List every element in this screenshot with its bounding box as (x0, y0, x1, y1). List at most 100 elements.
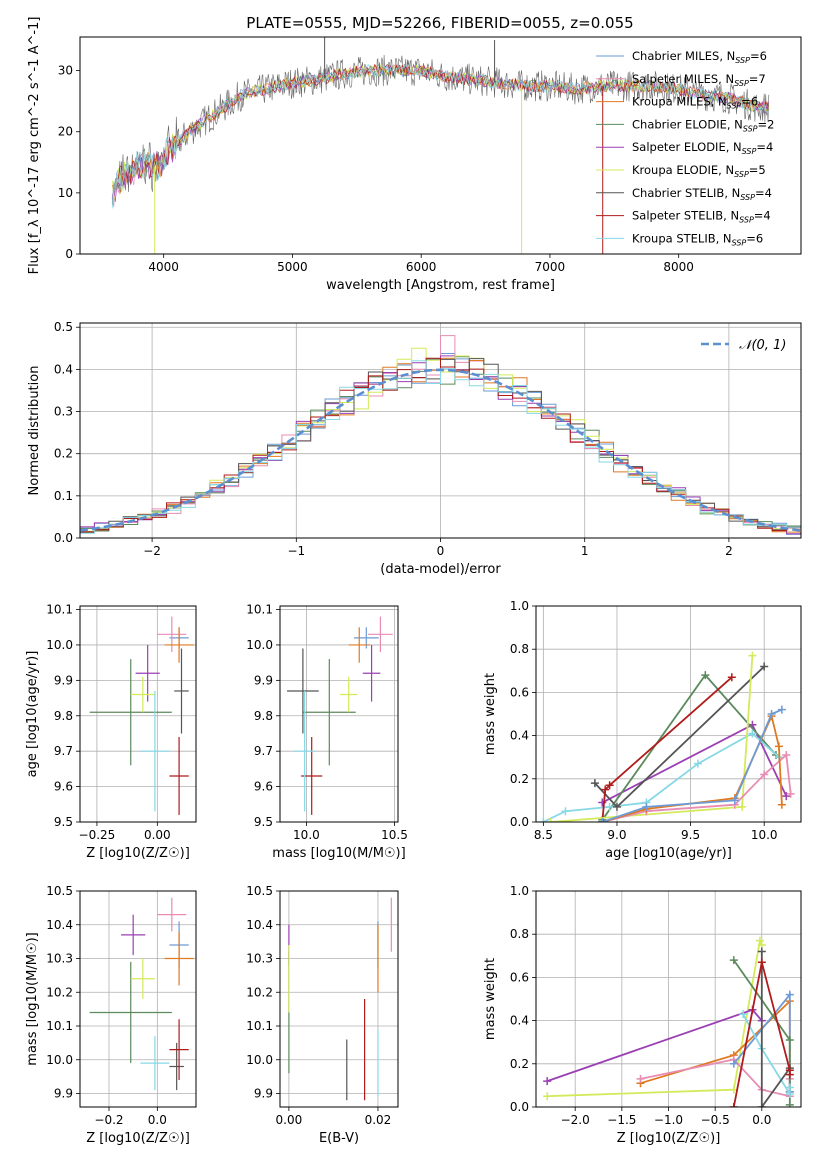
x-axis-label: wavelength [Angstrom, rest frame] (326, 278, 555, 293)
weight-marker (642, 802, 651, 811)
y-tick-label: 30 (58, 64, 73, 78)
legend-text: Salpeter STELIB, N (632, 209, 739, 223)
weight-marker (748, 729, 757, 738)
legend-text: Chabrier MILES, N (632, 49, 735, 63)
y-tick-label: 0.4 (54, 362, 73, 376)
weight-marker (755, 936, 764, 945)
y-tick-label: 10.5 (246, 884, 273, 898)
gaussian-curve (80, 368, 801, 532)
y-tick-label: 10.3 (46, 952, 73, 966)
weight-marker (729, 1059, 738, 1068)
age-vs-mass-panel: 10.0 10.5 9.5 9.6 9.7 9.8 9.9 10.0 10.1 mass [log… (246, 603, 408, 861)
legend-label: Kroupa ELODIE, NSSP=5 (632, 163, 766, 179)
weight-line (594, 665, 765, 809)
mass-vs-ebv-panel: 0.00 0.02 9.9 10.0 10.1 10.2 10.3 10.4 10.5 E(B-V… (246, 884, 399, 1146)
x-tick-label: 10.0 (293, 828, 320, 842)
weight-line (602, 753, 792, 822)
x-tick-label: 9.5 (681, 828, 700, 842)
residuals-panel: −2 −1 0 1 2 0.0 0.1 0.2 0.3 0.4 0.5 (data-model)/er… (27, 320, 802, 577)
x-tick-label: 10.0 (751, 828, 778, 842)
weight-marker (729, 956, 738, 965)
histogram-step (80, 335, 801, 530)
legend-subscript: SSP (739, 216, 754, 225)
legend-text: Chabrier ELODIE, N (632, 117, 743, 131)
y-tick-label: 20 (58, 125, 73, 139)
weight-marker (729, 1103, 738, 1107)
legend-label: Chabrier STELIB, NSSP=4 (632, 186, 772, 202)
x-tick-label: 7000 (535, 260, 566, 274)
y-axis-label: Flux [f_λ 10^-17 erg cm^-2 s^-1 A^-1] (27, 17, 42, 275)
y-tick-label: 0.2 (54, 447, 73, 461)
x-tick-label: 0.0 (752, 1113, 771, 1127)
figure-title: PLATE=0555, MJD=52266, FIBERID=0055, z=0… (246, 14, 633, 32)
y-tick-label: 10.2 (46, 985, 73, 999)
weight-marker (539, 818, 548, 822)
y-tick-label: 10.5 (46, 884, 73, 898)
y-tick-label: 9.7 (254, 744, 273, 758)
x-tick-label: −0.25 (79, 828, 116, 842)
y-tick-label: 10.1 (246, 1019, 273, 1033)
x-tick-label: −2.0 (561, 1113, 590, 1127)
legend-subscript: SSP (734, 170, 749, 179)
y-tick-label: 0.0 (54, 531, 73, 545)
legend-subscript: SSP (732, 238, 747, 247)
y-tick-label: 9.9 (254, 673, 273, 687)
y-tick-label: 0.4 (510, 729, 529, 743)
y-tick-label: 1.0 (510, 599, 529, 613)
weight-marker (748, 651, 757, 660)
legend-label: Salpeter MILES, NSSP=7 (632, 72, 766, 88)
x-tick-label: 6000 (406, 260, 437, 274)
weight-marker (546, 818, 555, 822)
y-tick-label: 0.0 (510, 815, 529, 829)
weight-marker (730, 796, 739, 805)
spectrum-line (111, 63, 769, 209)
y-tick-label: 0.6 (510, 970, 529, 984)
legend-count: =7 (749, 72, 766, 86)
y-tick-label: 10.4 (46, 918, 73, 932)
x-tick-label: 2 (725, 544, 733, 558)
x-tick-label: −1.5 (607, 1113, 636, 1127)
weight-line (601, 676, 733, 822)
legend-text: Chabrier STELIB, N (632, 186, 740, 200)
y-tick-label: 10.1 (46, 603, 73, 617)
x-tick-label: −1.0 (654, 1113, 683, 1127)
weight-marker (693, 759, 702, 768)
y-tick-label: 9.8 (54, 709, 73, 723)
legend-count: =4 (754, 209, 771, 223)
y-tick-label: 10.1 (46, 1019, 73, 1033)
weight-marker (785, 990, 794, 999)
plot-area (89, 616, 194, 815)
plot-frame (79, 890, 197, 1108)
weight-marker (777, 705, 786, 714)
y-tick-label: 9.8 (254, 709, 273, 723)
histogram-step (80, 360, 801, 534)
y-tick-label: 10 (58, 186, 73, 200)
y-tick-label: 0.2 (510, 1057, 529, 1071)
weight-line (547, 937, 763, 1098)
x-tick-label: −2 (143, 544, 161, 558)
weight-marker (561, 807, 570, 816)
weight-marker (767, 710, 776, 718)
y-tick-label: 9.9 (54, 673, 73, 687)
weight-marker (760, 662, 769, 671)
legend-subscript: SSP (743, 124, 758, 133)
weight-marker (757, 947, 766, 956)
weight-marker (757, 1103, 766, 1107)
legend-count: =6 (741, 95, 758, 109)
y-tick-label: 0.3 (54, 405, 73, 419)
y-tick-label: 9.9 (54, 1087, 73, 1101)
y-tick-label: 10.0 (46, 1053, 73, 1067)
y-tick-label: 0.2 (510, 772, 529, 786)
mass-vs-z-panel: −0.2 0.0 9.9 10.0 10.1 10.2 10.3 10.4 10.5 Z [log… (25, 884, 197, 1146)
weight-marker (598, 818, 607, 822)
legend-subscript: SSP (740, 193, 755, 202)
weight-marker (727, 673, 736, 682)
legend-text: Salpeter MILES, N (632, 72, 734, 86)
weight-line (550, 655, 754, 822)
y-tick-label: 10.0 (246, 1053, 273, 1067)
plot-area (80, 335, 801, 535)
plot-frame (79, 605, 197, 823)
plot-area (89, 897, 194, 1091)
y-axis-label: mass weight (483, 673, 498, 755)
